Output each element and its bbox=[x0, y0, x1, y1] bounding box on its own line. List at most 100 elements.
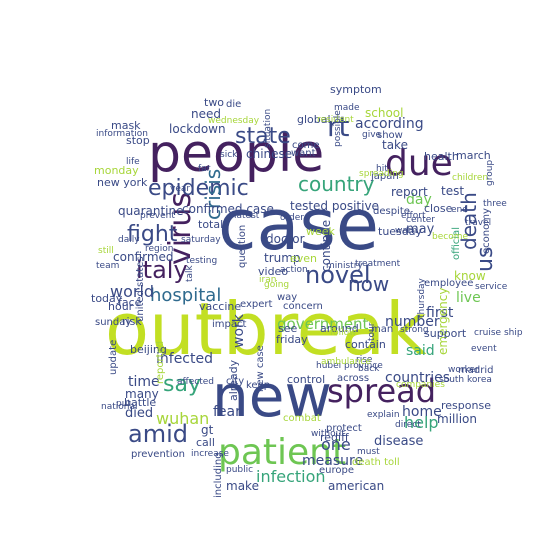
word-tested-positive: tested positive bbox=[290, 199, 379, 213]
word-daily: daily bbox=[118, 235, 140, 245]
word-video: video bbox=[258, 265, 289, 278]
word-life: life bbox=[126, 157, 140, 167]
word-resident: resident bbox=[317, 115, 354, 125]
word-may: may bbox=[406, 222, 435, 237]
word-testing: testing bbox=[186, 256, 218, 266]
word-without: without bbox=[311, 429, 345, 439]
word-control: control bbox=[287, 373, 326, 386]
word-prevention: prevention bbox=[131, 449, 185, 460]
word-march: march bbox=[456, 149, 491, 162]
word-follow: follow bbox=[330, 328, 357, 338]
word-health: health bbox=[424, 150, 459, 163]
word-rise: rise bbox=[356, 355, 373, 365]
word-new-york: new york bbox=[97, 176, 148, 189]
word-make: make bbox=[226, 479, 259, 493]
word-measure: measure bbox=[302, 453, 364, 469]
word-travel: travel bbox=[465, 218, 492, 228]
word-sick: sick bbox=[220, 150, 238, 160]
word-affected: affected bbox=[177, 377, 214, 387]
word-case: case bbox=[218, 184, 379, 266]
word-impact: impact bbox=[212, 319, 247, 330]
word-total: total bbox=[198, 218, 224, 231]
word-hit: hit bbox=[376, 164, 388, 174]
word-epidemic: epidemic bbox=[148, 176, 249, 201]
word-disease: disease bbox=[374, 434, 424, 449]
word-going: going bbox=[264, 280, 290, 290]
word-three: three bbox=[483, 199, 507, 209]
word-group: group bbox=[485, 159, 495, 186]
word-man: man bbox=[371, 324, 394, 335]
word-europe: europe bbox=[319, 465, 354, 476]
word-need: need bbox=[191, 107, 221, 121]
word-test: test bbox=[441, 184, 465, 198]
word-keep: keep bbox=[246, 380, 271, 391]
word-fight: fight bbox=[127, 222, 178, 247]
word-united-states: united states bbox=[135, 256, 146, 322]
word-including: including bbox=[213, 452, 224, 498]
word-warn: warn bbox=[395, 226, 418, 236]
word-strong: strong bbox=[400, 325, 429, 335]
word-mask: mask bbox=[111, 119, 141, 132]
word-economy: economy bbox=[481, 208, 492, 254]
word-come: come bbox=[292, 140, 320, 151]
word-doctor: doctor bbox=[266, 232, 305, 246]
word-patient: patient bbox=[218, 432, 347, 473]
word-number: number bbox=[385, 314, 440, 330]
word-across: across bbox=[337, 373, 370, 384]
word-outbreak: outbreak bbox=[105, 287, 427, 371]
word-order: order bbox=[280, 213, 304, 223]
word-infection: infection bbox=[256, 467, 326, 486]
word-effort: effort bbox=[401, 211, 426, 221]
word-year: year bbox=[170, 184, 191, 194]
word-countries: countries bbox=[385, 370, 451, 386]
word-first: first bbox=[426, 305, 454, 321]
word-friday: friday bbox=[276, 333, 308, 346]
word-fear: fear bbox=[213, 404, 241, 420]
word-battle: battle bbox=[124, 396, 157, 409]
word-death-toll: death toll bbox=[352, 457, 400, 468]
word-gt: gt bbox=[201, 423, 214, 437]
word-madrid: madrid bbox=[458, 365, 494, 376]
word-lockdown: lockdown bbox=[169, 122, 226, 136]
word-put: put bbox=[116, 399, 131, 409]
word-people: people bbox=[148, 124, 325, 184]
word-stop: stop bbox=[126, 134, 150, 147]
word-tour: tour bbox=[367, 322, 377, 341]
word-wuhan: wuhan bbox=[156, 409, 210, 428]
word-live: live bbox=[456, 290, 481, 306]
word-call: call bbox=[196, 436, 215, 449]
word-spread: spread bbox=[327, 372, 437, 410]
word-due: due bbox=[385, 143, 453, 184]
word-home: home bbox=[402, 404, 442, 420]
word-emergency: emergency bbox=[436, 287, 450, 355]
word-rediff: rediff bbox=[320, 431, 349, 444]
word-help: help bbox=[404, 413, 439, 432]
word-hour: hour bbox=[108, 300, 134, 313]
word-according: according bbox=[355, 116, 424, 132]
word-infected: infected bbox=[156, 351, 213, 367]
word-around: around bbox=[320, 322, 359, 335]
word-region: region bbox=[145, 244, 174, 254]
word-american: american bbox=[328, 479, 385, 493]
word-government: government bbox=[277, 315, 369, 333]
word-tuesday: tuesday bbox=[378, 225, 423, 238]
word-still: still bbox=[98, 246, 114, 256]
word-one: one bbox=[321, 435, 351, 454]
word-school: school bbox=[365, 106, 404, 120]
word-combat: combat bbox=[283, 413, 321, 424]
word-event: event bbox=[471, 344, 497, 354]
word-global: global bbox=[297, 113, 331, 126]
word-week: week bbox=[306, 225, 335, 238]
word-thursday: thursday bbox=[417, 278, 427, 318]
word-report: report bbox=[391, 185, 428, 199]
word-want: want bbox=[291, 148, 316, 159]
word-question: question bbox=[237, 224, 248, 268]
word-treatment: treatment bbox=[355, 259, 401, 269]
word-rt: rt bbox=[327, 110, 350, 143]
word-japan: japan bbox=[371, 171, 399, 182]
word-ambulance: ambulance bbox=[321, 357, 371, 367]
word-situation: situation bbox=[263, 108, 273, 148]
word-despite: despite bbox=[373, 206, 410, 217]
word-confirmed: confirmed bbox=[113, 250, 174, 264]
word-say: say bbox=[163, 372, 201, 397]
